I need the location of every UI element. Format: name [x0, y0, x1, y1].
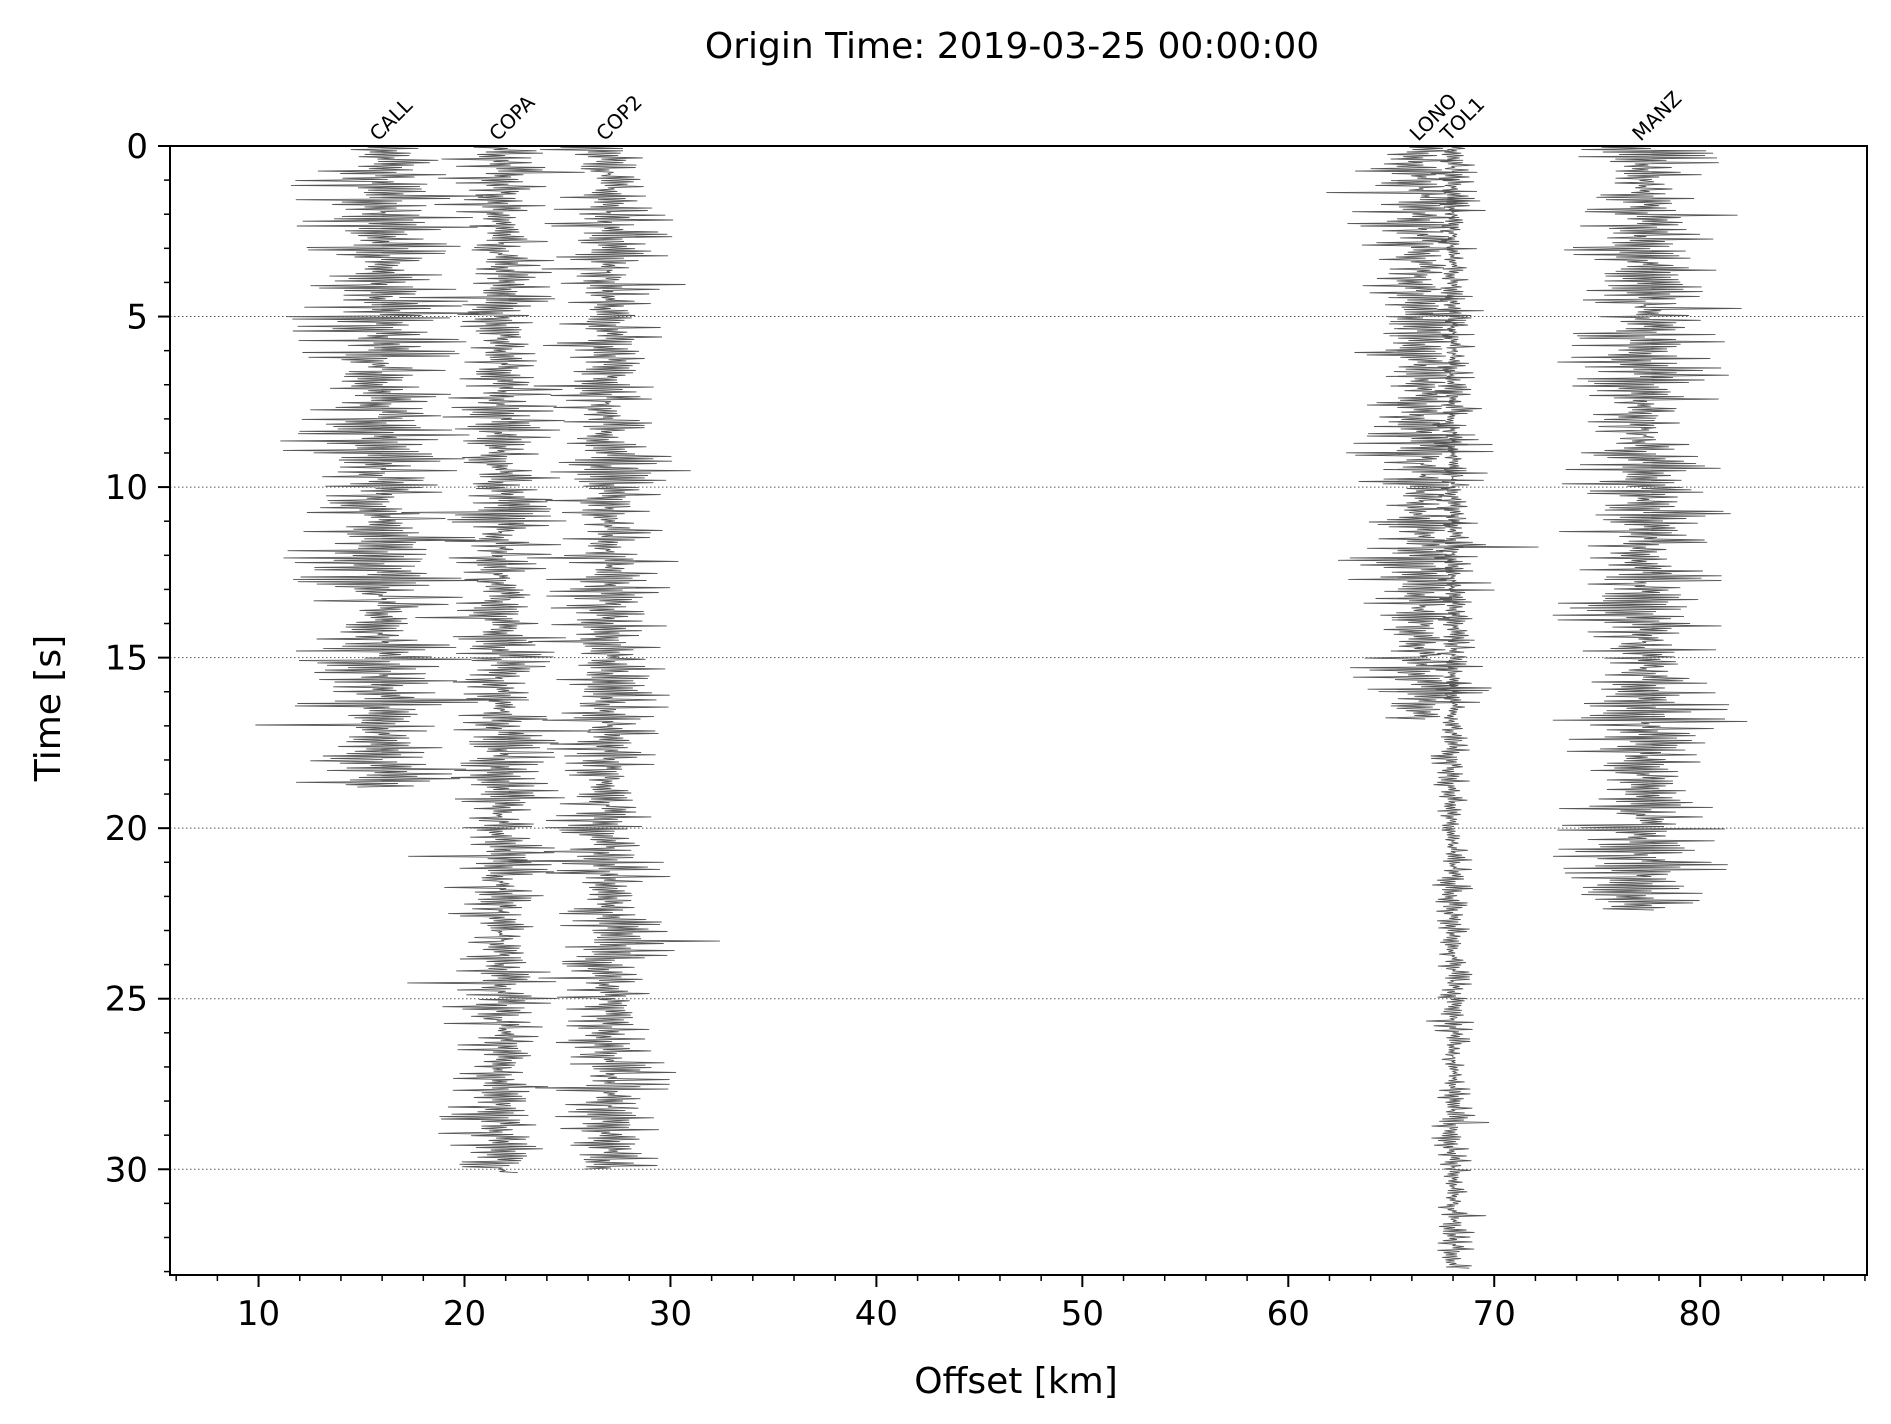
x-tick-label-80: 80	[1679, 1294, 1722, 1334]
y-tick-label-10: 10	[105, 468, 148, 508]
x-tick-label-20: 20	[443, 1294, 486, 1334]
x-tick-label-50: 50	[1061, 1294, 1104, 1334]
y-axis-label: Time [s]	[28, 635, 69, 782]
trace-copa	[399, 145, 591, 1174]
station-label-manz: MANZ	[1627, 86, 1686, 145]
trace-tol1	[1418, 145, 1490, 1269]
x-tick-label-70: 70	[1473, 1294, 1516, 1334]
y-tick-label-25: 25	[105, 980, 148, 1020]
y-tick-label-15: 15	[105, 639, 148, 679]
station-label-cop2: COP2	[591, 90, 647, 146]
plot-frame	[169, 145, 1868, 1276]
trace-lono	[1326, 145, 1539, 720]
trace-manz	[1552, 145, 1748, 911]
station-label-call: CALL	[365, 93, 418, 146]
y-tick-label-30: 30	[105, 1150, 148, 1190]
x-axis-label: Offset [km]	[914, 1361, 1118, 1402]
x-tick-label-10: 10	[237, 1294, 280, 1334]
trace-cop2	[493, 145, 720, 1170]
x-axis-ticks: 10 20 30 40 50 60 70 80	[175, 1275, 1866, 1334]
chart-title: Origin Time: 2019-03-25 00:00:00	[705, 26, 1319, 67]
station-label-copa: COPA	[484, 90, 539, 145]
trace-call	[255, 145, 529, 788]
x-tick-label-30: 30	[649, 1294, 692, 1334]
x-tick-label-60: 60	[1267, 1294, 1310, 1334]
y-axis-ticks: 0 5 10 15 20 25 30	[105, 127, 170, 1273]
horizontal-gridlines	[170, 316, 1867, 1170]
seismic-traces	[255, 145, 1748, 1269]
y-tick-label-20: 20	[105, 809, 148, 849]
y-tick-label-0: 0	[126, 127, 148, 167]
y-tick-label-5: 5	[126, 298, 148, 338]
x-tick-label-40: 40	[855, 1294, 898, 1334]
